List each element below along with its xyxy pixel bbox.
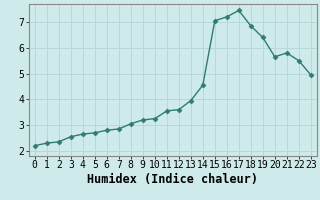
X-axis label: Humidex (Indice chaleur): Humidex (Indice chaleur) — [87, 173, 258, 186]
